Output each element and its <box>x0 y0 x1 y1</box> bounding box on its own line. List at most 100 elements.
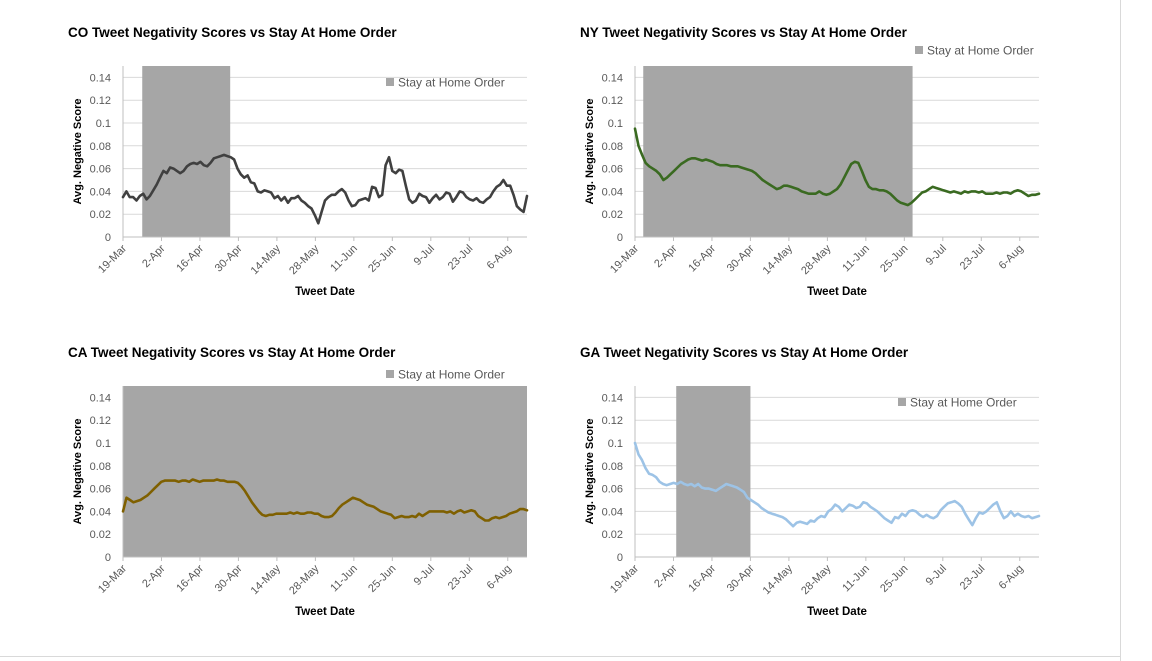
series-line <box>121 478 529 522</box>
chart-title: CA Tweet Negativity Scores vs Stay At Ho… <box>68 345 396 360</box>
x-tick-label: 14-May <box>249 562 284 597</box>
y-tick-label: 0.12 <box>90 415 111 427</box>
chart-ny: NY Tweet Negativity Scores vs Stay At Ho… <box>580 25 1041 298</box>
x-tick-label: 30-Apr <box>213 242 245 274</box>
x-tick-label: 16-Apr <box>686 562 718 594</box>
x-tick-label: 16-Apr <box>686 242 718 274</box>
y-tick-label: 0.04 <box>90 506 111 518</box>
x-tick-label: 23-Jul <box>958 243 988 273</box>
legend-label: Stay at Home Order <box>398 368 505 382</box>
y-tick-label: 0.04 <box>602 506 623 518</box>
x-tick-label: 23-Jul <box>446 563 476 593</box>
y-tick-label: 0.1 <box>96 438 111 450</box>
x-tick-label: 6-Aug <box>997 563 1026 592</box>
x-axis-title: Tweet Date <box>295 286 355 298</box>
chart-co: CO Tweet Negativity Scores vs Stay At Ho… <box>68 25 529 298</box>
stay-at-home-region <box>142 66 231 237</box>
x-tick-label: 6-Aug <box>485 563 514 592</box>
y-tick-label: 0.14 <box>90 392 111 404</box>
y-tick-label: 0.04 <box>602 186 623 198</box>
x-tick-label: 16-Apr <box>174 242 206 274</box>
x-tick-label: 14-May <box>761 562 796 597</box>
y-tick-label: 0.1 <box>608 118 623 130</box>
y-tick-label: 0.02 <box>90 209 111 221</box>
x-axis-title: Tweet Date <box>807 286 867 298</box>
series-line <box>633 127 1041 207</box>
y-axis-title: Avg. Negative Score <box>584 99 596 205</box>
stay-at-home-region <box>643 66 913 237</box>
y-tick-label: 0.08 <box>602 461 623 473</box>
x-tick-label: 14-May <box>761 242 796 277</box>
chart-ga: GA Tweet Negativity Scores vs Stay At Ho… <box>580 345 1041 618</box>
legend-label: Stay at Home Order <box>398 76 505 90</box>
stay-at-home-region <box>676 386 751 557</box>
series-line <box>633 441 1041 528</box>
legend-label: Stay at Home Order <box>927 44 1034 58</box>
x-axis-title: Tweet Date <box>807 606 867 618</box>
y-tick-label: 0.12 <box>602 415 623 427</box>
y-axis-title: Avg. Negative Score <box>72 419 84 525</box>
y-tick-label: 0.1 <box>96 118 111 130</box>
x-tick-label: 25-Jun <box>366 243 398 275</box>
x-tick-label: 28-May <box>799 562 834 597</box>
y-tick-label: 0.02 <box>90 529 111 541</box>
chart-title: GA Tweet Negativity Scores vs Stay At Ho… <box>580 345 909 360</box>
x-tick-label: 30-Apr <box>725 242 757 274</box>
y-tick-label: 0 <box>617 232 623 244</box>
x-tick-label: 2-Apr <box>652 562 680 590</box>
y-tick-label: 0 <box>105 232 111 244</box>
y-tick-label: 0.06 <box>602 164 623 176</box>
legend-swatch <box>915 46 923 54</box>
x-tick-label: 25-Jun <box>878 243 910 275</box>
x-tick-label: 19-Mar <box>608 562 641 595</box>
x-axis-title: Tweet Date <box>295 606 355 618</box>
x-tick-label: 30-Apr <box>213 562 245 594</box>
x-tick-label: 23-Jul <box>446 243 476 273</box>
y-tick-label: 0.06 <box>90 484 111 496</box>
y-tick-label: 0.02 <box>602 209 623 221</box>
x-tick-label: 9-Jul <box>412 243 437 268</box>
stay-at-home-region <box>123 386 527 557</box>
x-tick-label: 19-Mar <box>608 242 641 275</box>
chart-title: CO Tweet Negativity Scores vs Stay At Ho… <box>68 25 397 40</box>
x-tick-label: 11-Jun <box>328 563 360 595</box>
y-tick-label: 0.02 <box>602 529 623 541</box>
x-tick-label: 19-Mar <box>96 562 129 595</box>
chart-title: NY Tweet Negativity Scores vs Stay At Ho… <box>580 25 908 40</box>
y-tick-label: 0 <box>105 552 111 564</box>
x-tick-label: 9-Jul <box>924 563 949 588</box>
y-tick-label: 0 <box>617 552 623 564</box>
y-tick-label: 0.08 <box>90 461 111 473</box>
x-tick-label: 23-Jul <box>958 563 988 593</box>
x-tick-label: 2-Apr <box>140 562 168 590</box>
x-tick-label: 16-Apr <box>174 562 206 594</box>
chart-ca: CA Tweet Negativity Scores vs Stay At Ho… <box>68 345 529 618</box>
y-tick-label: 0.12 <box>602 95 623 107</box>
y-tick-label: 0.08 <box>602 141 623 153</box>
legend-swatch <box>386 370 394 378</box>
x-tick-label: 11-Jun <box>328 243 360 275</box>
x-tick-label: 6-Aug <box>485 243 514 272</box>
y-tick-label: 0.06 <box>602 484 623 496</box>
x-tick-label: 19-Mar <box>96 242 129 275</box>
x-tick-label: 28-May <box>799 242 834 277</box>
x-tick-label: 11-Jun <box>840 243 872 275</box>
y-tick-label: 0.12 <box>90 95 111 107</box>
y-tick-label: 0.06 <box>90 164 111 176</box>
frame-bottom-border <box>0 656 1121 657</box>
x-tick-label: 28-May <box>287 562 322 597</box>
x-tick-label: 11-Jun <box>840 563 872 595</box>
x-tick-label: 2-Apr <box>652 242 680 270</box>
y-tick-label: 0.14 <box>90 72 111 84</box>
y-axis-title: Avg. Negative Score <box>584 419 596 525</box>
x-tick-label: 9-Jul <box>412 563 437 588</box>
y-tick-label: 0.04 <box>90 186 111 198</box>
y-tick-label: 0.14 <box>602 392 623 404</box>
x-tick-label: 2-Apr <box>140 242 168 270</box>
y-axis-title: Avg. Negative Score <box>72 99 84 205</box>
x-tick-label: 25-Jun <box>366 563 398 595</box>
y-tick-label: 0.08 <box>90 141 111 153</box>
legend-swatch <box>386 78 394 86</box>
x-tick-label: 30-Apr <box>725 562 757 594</box>
